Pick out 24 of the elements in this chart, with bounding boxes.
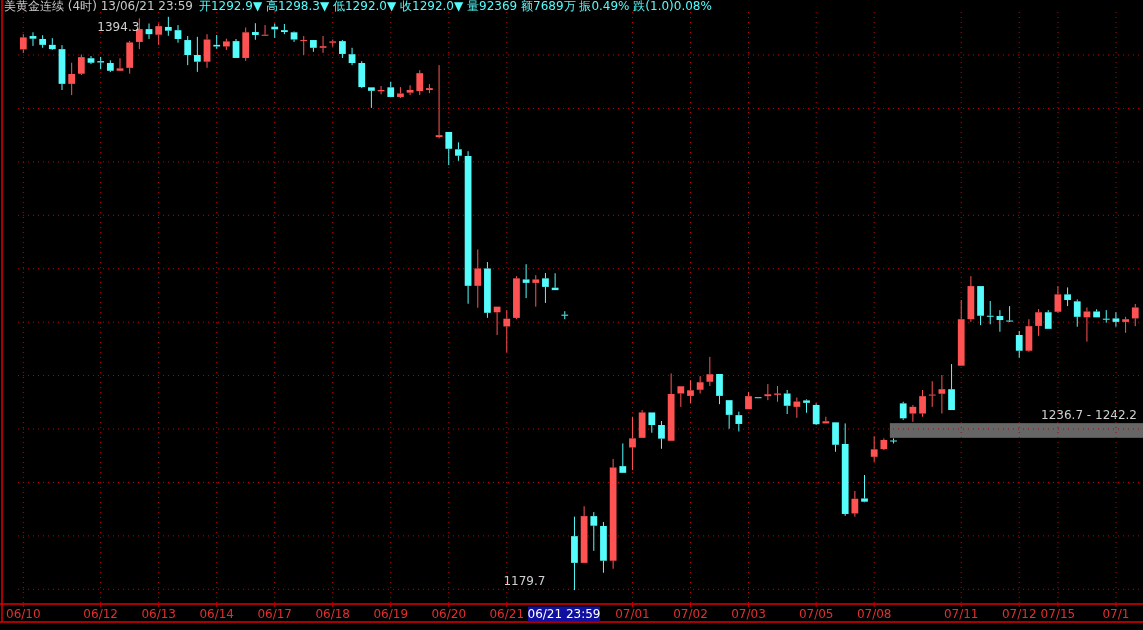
band: 1236.7 - 1242.2 <box>889 408 1143 438</box>
x-tick-label: 06/20 <box>431 607 467 621</box>
x-tick-label: 06/19 <box>373 607 409 621</box>
band-label: 1236.7 - 1242.2 <box>1041 408 1137 423</box>
x-tick-label: 06/10 <box>6 607 41 621</box>
note: 1179.7 <box>503 574 546 589</box>
x-tick-label: 07/02 <box>673 607 708 621</box>
x-tick-label: 07/12 <box>1001 607 1037 621</box>
x-tick-label: 06/17 <box>257 607 293 621</box>
x-tick-label: 06/13 <box>141 607 176 621</box>
x-tick-label: 07/01 <box>615 607 650 621</box>
x-tick-label: 06/18 <box>315 607 351 621</box>
x-tick-label: 07/1 <box>1102 607 1130 621</box>
x-tick-label: 06/14 <box>199 607 234 621</box>
x-tick-label: 07/03 <box>731 607 766 621</box>
x-tick-label: 07/11 <box>943 607 979 621</box>
x-tick-label: 07/05 <box>798 607 834 621</box>
chart-subtitle: 开1292.9▼ 高1298.3▼ 低1292.0▼ 收1292.0▼ 量92369 额7689万 振0.49% 跌(1.0)0.08% <box>198 0 712 13</box>
x-tick-label: 07/15 <box>1040 607 1076 621</box>
chart-title: 美黄金连续 (4时) 13/06/21 23:59 <box>4 0 193 13</box>
x-tick-label: 06/12 <box>83 607 118 621</box>
x-tick-label: 07/08 <box>856 607 892 621</box>
note: 1394.3 <box>97 19 140 34</box>
x-tick-label: 06/21 <box>489 607 525 621</box>
